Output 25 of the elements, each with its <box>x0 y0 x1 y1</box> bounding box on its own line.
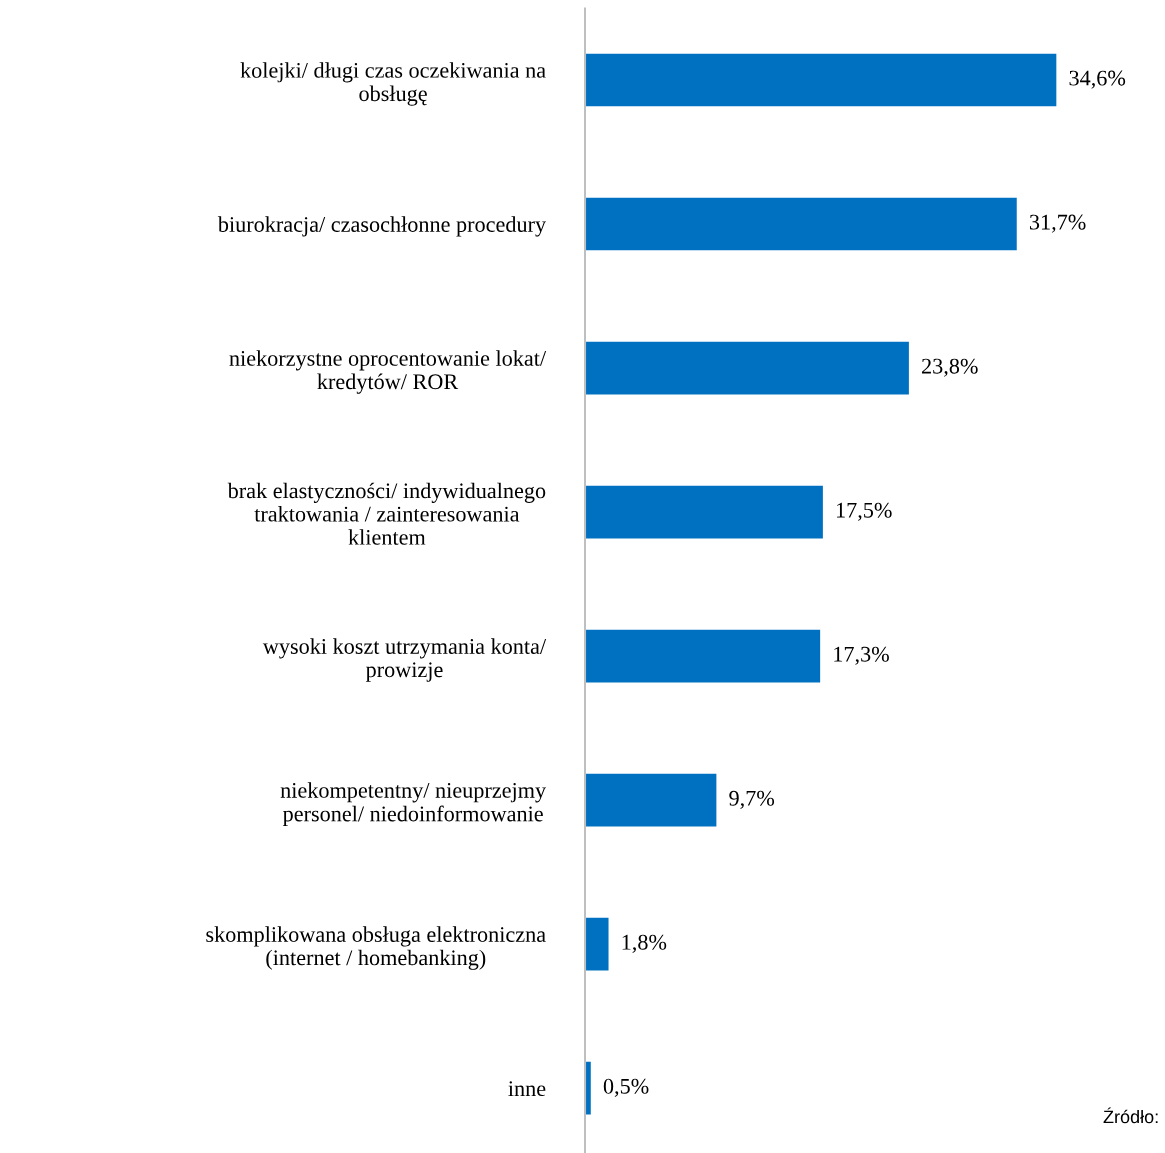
y-tick-label: niekompetentny/ nieuprzejmy personel/ niedoinformowanie <box>280 782 547 826</box>
y-tick-label: niekorzystne oprocentowanie lokat/ kredytów/ ROR <box>229 350 547 394</box>
data-label: 17,5% <box>836 502 892 521</box>
data-label: 1,8% <box>622 934 667 953</box>
bar <box>585 1059 593 1117</box>
bar <box>585 915 611 973</box>
data-label: 9,7% <box>729 790 775 809</box>
y-tick-label: skomplikowana obsługa elektroniczna (internet / homebanking) <box>206 926 546 970</box>
data-label: 34,6% <box>1069 70 1126 89</box>
bar <box>585 483 825 541</box>
data-label: 31,7% <box>1029 214 1086 233</box>
data-label: 17,3% <box>834 646 889 665</box>
data-label: 0,5% <box>603 1078 649 1097</box>
y-tick-label: kolejki/ długi czas oczekiwania na obsługę <box>240 62 546 106</box>
data-label: 23,8% <box>922 358 978 377</box>
y-tick-label: inne <box>508 1081 546 1097</box>
y-tick-label: brak elastyczności/ indywidualnego traktowania / zainteresowania klientem <box>227 482 546 545</box>
bar <box>585 627 823 685</box>
text: Źródło: <box>1103 1107 1158 1124</box>
y-tick-label: biurokracja/ czasochłonne procedury <box>217 216 547 237</box>
bar <box>585 195 1019 253</box>
bar <box>585 51 1059 109</box>
y-tick-label: wysoki koszt utrzymania konta/ prowizje <box>262 638 547 682</box>
bar <box>585 339 911 397</box>
bar <box>585 771 719 829</box>
